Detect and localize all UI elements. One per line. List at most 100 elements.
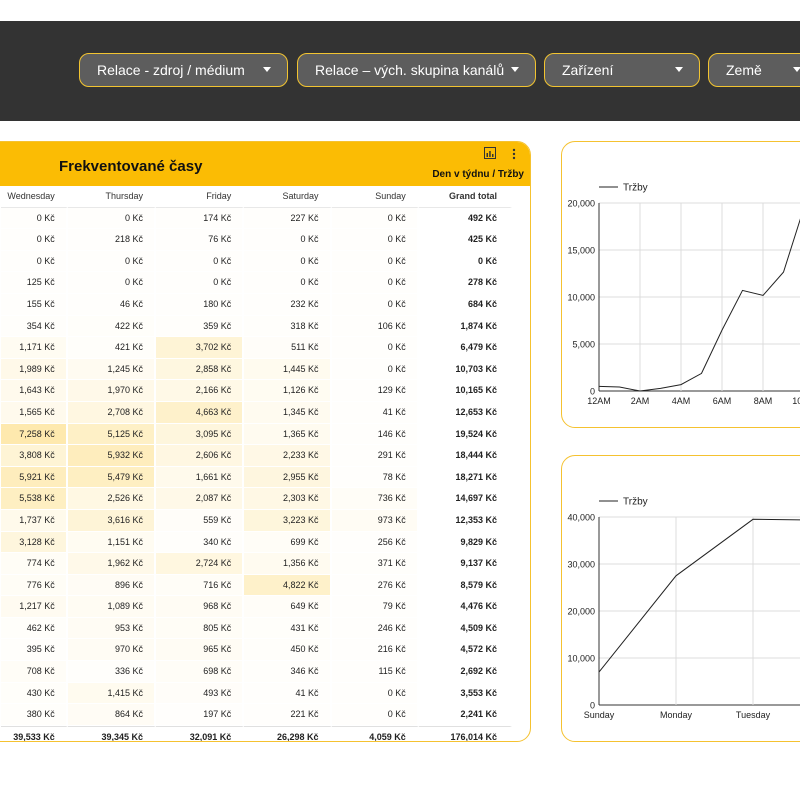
table-row: 776 Kč 896 Kč 716 Kč 4,822 Kč 276 Kč 8,579 Kč <box>1 574 512 597</box>
table-cell: 421 Kč <box>67 337 156 359</box>
y-tick-label: 40,000 <box>567 513 595 523</box>
more-options-icon[interactable] <box>512 148 516 160</box>
table-cell: 1,151 Kč <box>67 531 156 554</box>
table-cell: 46 Kč <box>67 293 156 316</box>
y-tick-label: 15,000 <box>567 246 595 256</box>
table-row: 1,171 Kč 421 Kč 3,702 Kč 511 Kč 0 Kč 6,479 Kč <box>1 337 512 359</box>
x-tick-label: Monday <box>660 710 693 720</box>
filter-label: Relace – vých. skupina kanálů <box>315 62 505 78</box>
x-tick-label: 12AM <box>587 396 611 406</box>
table-cell: 0 Kč <box>1 207 68 230</box>
total-cell: 39,533 Kč <box>1 725 68 741</box>
legend-label: Tržby <box>623 183 648 194</box>
table-row: 430 Kč 1,415 Kč 493 Kč 41 Kč 0 Kč 3,553 Kč <box>1 682 512 705</box>
table-cell: 968 Kč <box>156 596 245 618</box>
table-cell: 3,095 Kč <box>156 423 245 446</box>
table-cell: 318 Kč <box>244 315 332 338</box>
table-cell: 559 Kč <box>156 509 245 532</box>
grand-total-cell: 18,444 Kč <box>418 445 512 467</box>
table-cell: 346 Kč <box>244 661 332 683</box>
x-tick-label: 8AM <box>754 396 773 406</box>
dropdown-arrow-icon <box>675 67 683 72</box>
y-tick-label: 20,000 <box>567 607 595 617</box>
table-cell: 246 Kč <box>331 617 419 640</box>
table-cell: 4,663 Kč <box>156 401 245 424</box>
filter-device[interactable]: Zařízení <box>544 53 700 87</box>
column-header[interactable]: Grand total <box>418 186 512 208</box>
table-row: 380 Kč 864 Kč 197 Kč 221 Kč 0 Kč 2,241 Kč <box>1 704 512 726</box>
table-cell: 256 Kč <box>331 531 419 554</box>
table-cell: 1,089 Kč <box>67 596 156 618</box>
grand-total-cell: 9,829 Kč <box>418 531 512 554</box>
grand-total-cell: 684 Kč <box>418 293 512 316</box>
grand-total-cell: 14,697 Kč <box>418 488 512 510</box>
table-cell: 953 Kč <box>67 617 156 640</box>
table-cell: 155 Kč <box>1 293 68 316</box>
total-cell: 26,298 Kč <box>244 725 332 741</box>
grand-total-cell: 12,353 Kč <box>418 509 512 532</box>
table-cell: 649 Kč <box>244 596 332 618</box>
table-cell: 78 Kč <box>331 466 419 489</box>
dropdown-arrow-icon <box>511 67 519 72</box>
heatmap-table: Wednesday Thursday Friday Saturday Sunda… <box>1 186 512 741</box>
hourly-revenue-chart: Tržby 0 5,000 10,000 15,000 20,000 12AM 2AM 4AM 6… <box>567 183 800 406</box>
table-cell: 1,565 Kč <box>1 401 68 424</box>
table-cell: 2,526 Kč <box>67 488 156 510</box>
column-header[interactable]: Saturday <box>244 186 332 208</box>
table-cell: 1,345 Kč <box>244 401 332 424</box>
grand-total-cell: 10,703 Kč <box>418 358 512 381</box>
table-cell: 1,415 Kč <box>67 682 156 705</box>
chart-type-icon[interactable] <box>484 147 496 159</box>
table-row: 5,538 Kč 2,526 Kč 2,087 Kč 2,303 Kč 736 Kč 14… <box>1 488 512 510</box>
table-cell: 0 Kč <box>244 272 332 294</box>
legend-label: Tržby <box>623 497 648 508</box>
table-cell: 1,962 Kč <box>67 553 156 575</box>
grand-total-cell: 4,476 Kč <box>418 596 512 618</box>
totals-row: 39,533 Kč 39,345 Kč 32,091 Kč 26,298 Kč … <box>1 725 512 741</box>
table-cell: 422 Kč <box>67 315 156 338</box>
table-cell: 221 Kč <box>244 704 332 726</box>
table-cell: 708 Kč <box>1 661 68 683</box>
column-header[interactable]: Friday <box>156 186 245 208</box>
y-tick-label: 10,000 <box>567 654 595 664</box>
table-cell: 1,356 Kč <box>244 553 332 575</box>
table-cell: 3,128 Kč <box>1 531 68 554</box>
grand-total-cell: 2,241 Kč <box>418 704 512 726</box>
grand-total-cell: 3,553 Kč <box>418 682 512 705</box>
table-cell: 216 Kč <box>331 639 419 662</box>
grand-total-cell: 4,509 Kč <box>418 617 512 640</box>
table-cell: 3,223 Kč <box>244 509 332 532</box>
table-cell: 0 Kč <box>67 207 156 230</box>
table-row: 1,989 Kč 1,245 Kč 2,858 Kč 1,445 Kč 0 Kč 10,7… <box>1 358 512 381</box>
table-cell: 125 Kč <box>1 272 68 294</box>
table-cell: 2,166 Kč <box>156 380 245 402</box>
table-cell: 5,538 Kč <box>1 488 68 510</box>
grand-total-cell: 19,524 Kč <box>418 423 512 446</box>
table-cell: 129 Kč <box>331 380 419 402</box>
grand-total-cell: 0 Kč <box>418 250 512 273</box>
column-header[interactable]: Thursday <box>67 186 156 208</box>
table-cell: 0 Kč <box>244 229 332 251</box>
table-cell: 462 Kč <box>1 617 68 640</box>
table-row: 1,737 Kč 3,616 Kč 559 Kč 3,223 Kč 973 Kč 12,3… <box>1 509 512 532</box>
table-cell: 698 Kč <box>156 661 245 683</box>
table-cell: 2,724 Kč <box>156 553 245 575</box>
table-cell: 106 Kč <box>331 315 419 338</box>
column-header[interactable]: Sunday <box>331 186 419 208</box>
weekday-revenue-chart-card: Tržby 0 10,000 20,000 30,000 40,000 Sunday Mond… <box>561 455 800 742</box>
table-cell: 180 Kč <box>156 293 245 316</box>
table-row: 0 Kč 218 Kč 76 Kč 0 Kč 0 Kč 425 Kč <box>1 229 512 251</box>
filter-channel-group[interactable]: Relace – vých. skupina kanálů <box>297 53 536 87</box>
table-cell: 227 Kč <box>244 207 332 230</box>
column-header[interactable]: Wednesday <box>1 186 68 208</box>
table-row: 1,565 Kč 2,708 Kč 4,663 Kč 1,345 Kč 41 Kč 12,… <box>1 401 512 424</box>
table-cell: 0 Kč <box>331 358 419 381</box>
filter-source-medium[interactable]: Relace - zdroj / médium <box>79 53 288 87</box>
filter-country[interactable]: Země <box>708 53 800 87</box>
table-cell: 776 Kč <box>1 574 68 597</box>
table-row: 125 Kč 0 Kč 0 Kč 0 Kč 0 Kč 278 Kč <box>1 272 512 294</box>
table-header-bar: Frekventované časy Den v týdnu / Tržby <box>0 142 530 186</box>
hourly-revenue-chart-card: Tržby 0 5,000 10,000 15,000 20,000 12AM 2AM 4AM 6… <box>561 141 800 428</box>
table-cell: 41 Kč <box>331 401 419 424</box>
table-cell: 2,606 Kč <box>156 445 245 467</box>
